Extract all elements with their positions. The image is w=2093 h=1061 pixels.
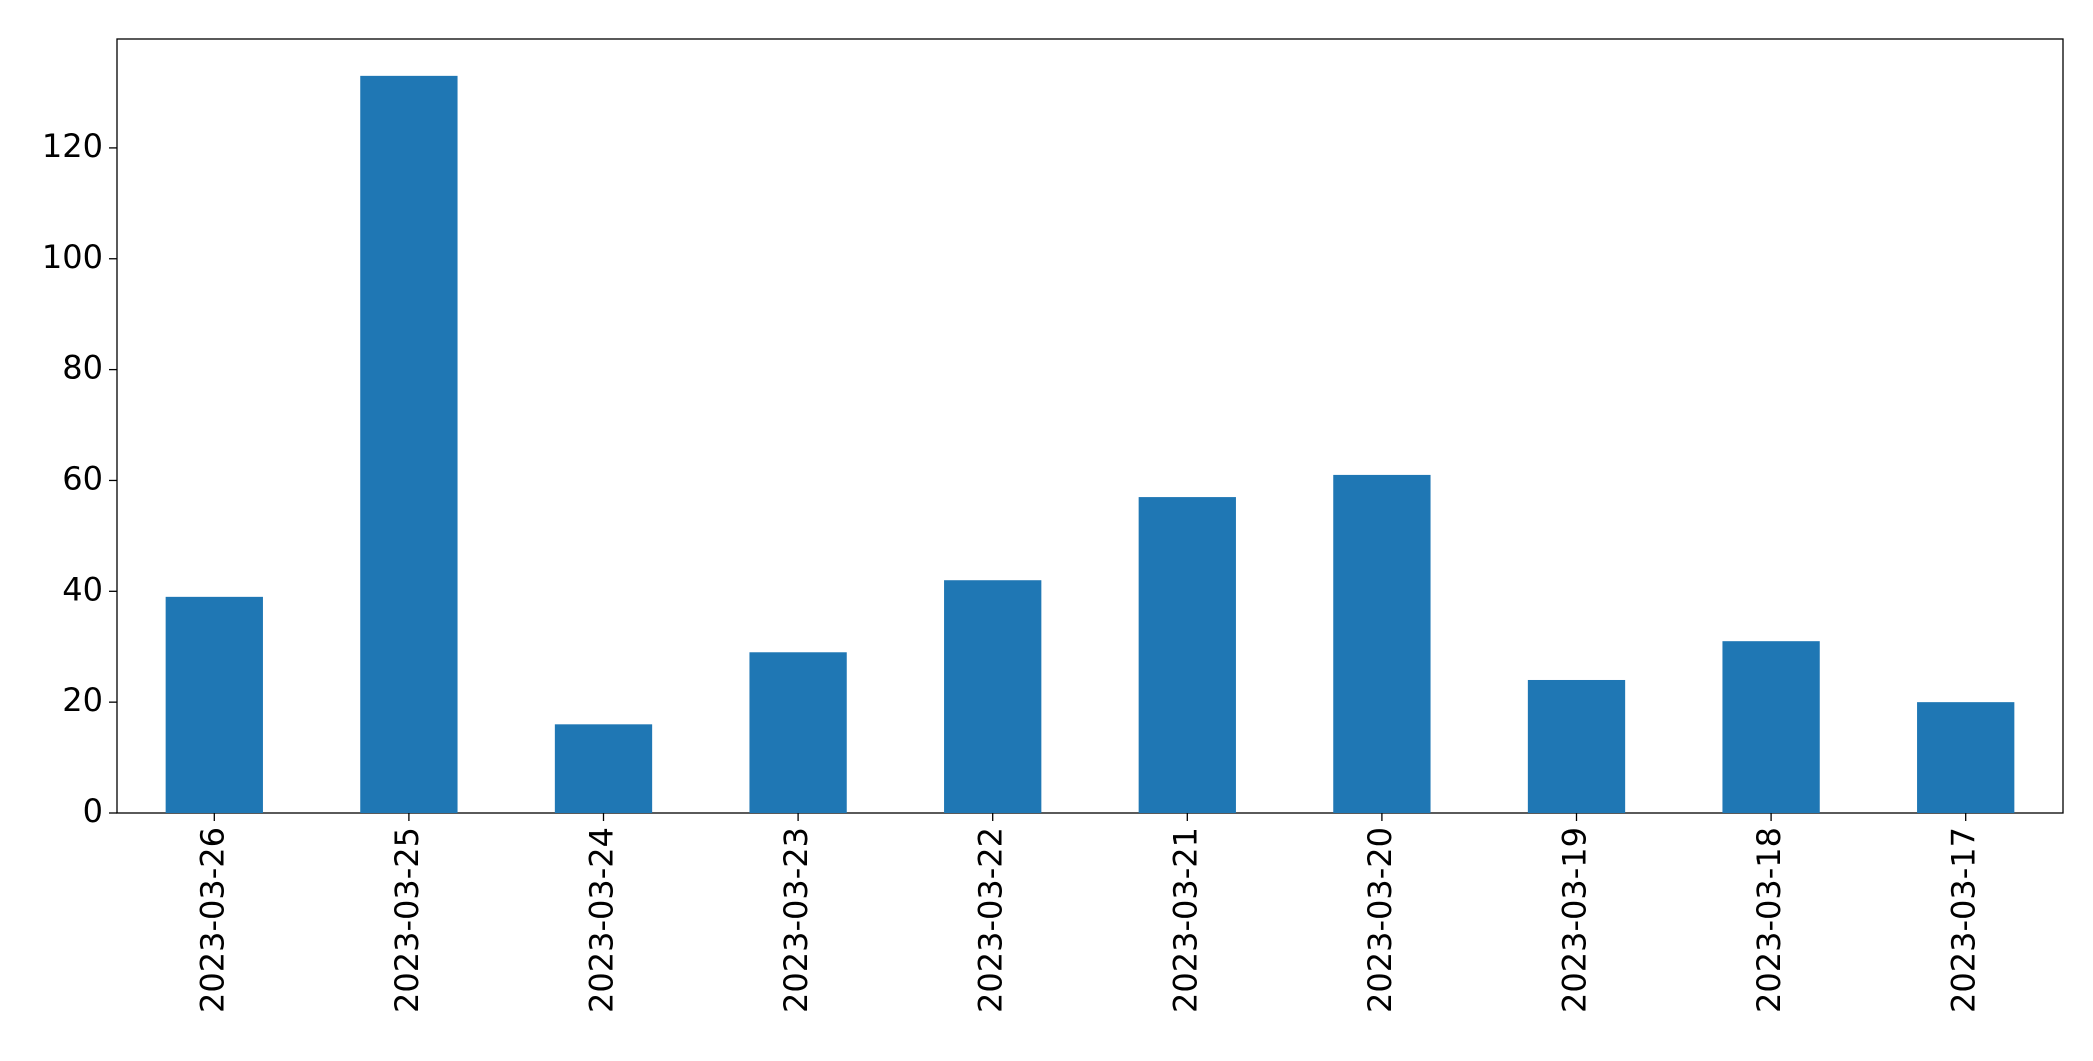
y-tick-label: 0	[83, 792, 103, 830]
bar	[944, 580, 1042, 813]
x-tick-label: 2023-03-18	[1750, 827, 1788, 1013]
x-tick-label: 2023-03-22	[972, 827, 1010, 1013]
bar	[360, 75, 458, 814]
bar	[1138, 497, 1236, 813]
bar	[1722, 641, 1820, 813]
x-tick-label: 2023-03-26	[193, 827, 231, 1013]
x-tick-label: 2023-03-17	[1945, 827, 1983, 1013]
bar	[1333, 474, 1431, 813]
x-tick-label: 2023-03-20	[1361, 827, 1399, 1013]
bar	[1917, 702, 2015, 813]
plot-frame	[116, 38, 2064, 814]
y-tick-label: 40	[62, 570, 103, 608]
y-tick-label: 120	[42, 127, 103, 165]
bar	[165, 596, 263, 813]
x-tick-label: 2023-03-24	[583, 827, 621, 1013]
x-tick-label: 2023-03-21	[1166, 827, 1204, 1013]
x-tick-label: 2023-03-23	[777, 827, 815, 1013]
y-tick-label: 80	[62, 349, 103, 387]
y-tick-label: 60	[62, 459, 103, 497]
bar	[749, 652, 847, 813]
bar	[554, 724, 653, 813]
bar	[1527, 679, 1626, 813]
y-tick-label: 20	[62, 681, 103, 719]
x-tick-label: 2023-03-25	[388, 827, 426, 1013]
y-tick-label: 100	[42, 238, 103, 276]
x-tick-label: 2023-03-19	[1556, 827, 1594, 1013]
